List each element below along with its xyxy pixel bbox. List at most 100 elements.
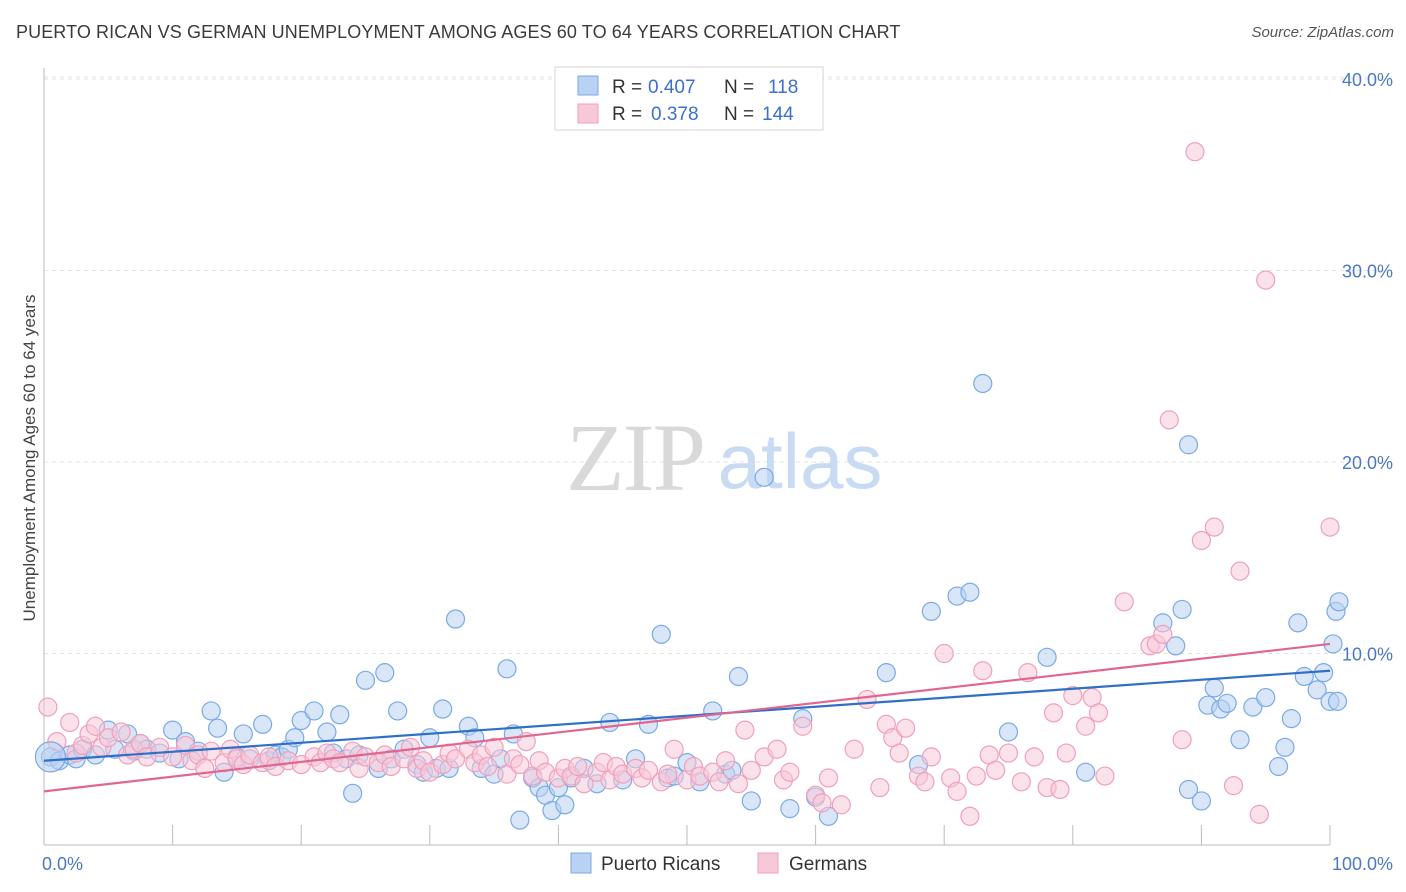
puerto-rican-point-33 [330,705,350,725]
puerto-rican-point-80 [741,791,761,811]
german-point-53 [478,756,498,777]
german-point-74 [638,760,659,780]
puerto-rican-point-103 [1217,693,1237,713]
puerto-rican-point-98 [1178,779,1199,800]
chart-title: PUERTO RICAN VS GERMAN UNEMPLOYMENT AMON… [16,22,901,42]
puerto-rican-point-31 [317,722,337,742]
tick-labels: 10.0% 20.0% 30.0% 40.0% 0.0% 100.0% [42,70,1393,874]
german-point-121 [1056,743,1076,763]
puerto-rican-point-97 [1172,599,1192,620]
y-tick-label-2: 30.0% [1342,262,1393,282]
legend-r-value-2: 0.378 [651,104,699,125]
trend-lines [43,642,1331,793]
puerto-rican-point-13 [163,720,183,740]
german-point-139 [1256,270,1276,290]
german-point-125 [1088,703,1109,723]
german-point-95 [831,795,851,815]
puerto-rican-point-82 [780,799,800,819]
puerto-rican-point-71 [651,624,671,644]
german-point-82 [709,772,729,792]
german-point-105 [921,747,941,767]
german-point-120 [1050,779,1070,800]
y-tick-label-0: 10.0% [1342,645,1393,665]
german-point-0 [38,697,58,717]
puerto-rican-point-large [34,741,67,773]
german-point-98 [870,777,890,798]
puerto-rican-point-107 [1268,756,1289,777]
german-point-85 [735,720,755,740]
german-point-126 [1095,766,1115,786]
legend-n-label-1: N = [724,77,754,98]
puerto-rican-point-111 [1294,666,1314,687]
german-point-88 [767,739,787,759]
puerto-rican-point-117 [1327,691,1348,711]
stats-legend: R = 0.407 N = 118 R = 0.378 N = 144 [554,66,824,131]
puerto-rican-point-76 [703,701,723,721]
puerto-rican-point-91 [973,373,993,394]
puerto-rican-point-108 [1275,737,1295,757]
german-point-91 [793,716,813,736]
german-point-86 [741,760,761,780]
puerto-rican-point-90 [960,582,980,602]
german-point-102 [896,718,916,738]
watermark-atlas: atlas [718,417,883,505]
german-point-130 [1153,624,1173,644]
legend-n-value-1: 118 [768,77,798,98]
german-point-57 [510,754,530,775]
german-point-49 [445,749,466,769]
puerto-rican-point-110 [1288,613,1308,633]
german-point-123 [1076,716,1096,736]
german-point-138 [1249,804,1269,824]
puerto-rican-point-55 [497,659,517,679]
series-legend-swatch-puerto-ricans [570,852,592,874]
german-point-119 [1043,703,1064,723]
puerto-rican-point-41 [388,701,408,721]
y-axis-label: Unemployment Among Ages 60 to 64 years [20,295,39,622]
german-point-65 [568,756,588,777]
puerto-rican-point-93 [1037,647,1057,667]
german-point-96 [844,739,864,759]
stats-legend-box [554,66,824,131]
german-point-132 [1172,730,1192,750]
puerto-rican-point-112 [1307,680,1327,700]
legend-r-value-1: 0.407 [648,77,696,98]
puerto-rican-point-29 [291,710,311,731]
puerto-rican-point-94 [1076,762,1096,782]
puerto-rican-point-105 [1243,697,1263,717]
german-point-106 [934,643,954,664]
puerto-rican-point-104 [1230,730,1250,750]
german-point-43 [400,737,421,757]
german-point-66 [574,774,594,794]
puerto-rican-point-39 [375,663,395,683]
german-point-115 [1011,772,1031,792]
chart-source: Source: ZipAtlas.com [1251,24,1394,41]
german-point-122 [1063,686,1083,706]
german-point-90 [780,762,800,782]
german-point-93 [812,793,832,813]
x-tick-label-1: 100.0% [1332,854,1393,874]
puerto-rican-point-45 [420,728,440,748]
german-trend-line [43,642,1331,793]
puerto-rican-point-37 [355,670,376,690]
german-point-140 [1320,517,1340,537]
puerto-rican-point-17 [201,701,221,721]
german-point-94 [818,768,839,788]
puerto-rican-point-118 [1329,592,1349,612]
german-point-104 [915,772,935,792]
german-point-127 [1114,592,1134,612]
legend-r-label-1: R = [612,77,642,98]
german-point-84 [728,774,749,794]
puerto-rican-trend-line [43,669,1331,762]
german-point-111 [973,661,993,681]
german-point-114 [998,743,1019,763]
german-point-76 [658,764,678,784]
puerto-rican-point-35 [343,783,363,803]
legend-n-label-2: N = [724,104,754,125]
german-point-109 [960,806,980,826]
puerto-rican-point-21 [233,724,253,744]
legend-swatch-germans [577,103,599,124]
axes [43,68,1331,846]
german-point-133 [1185,142,1205,162]
puerto-rican-point-86 [876,663,896,683]
